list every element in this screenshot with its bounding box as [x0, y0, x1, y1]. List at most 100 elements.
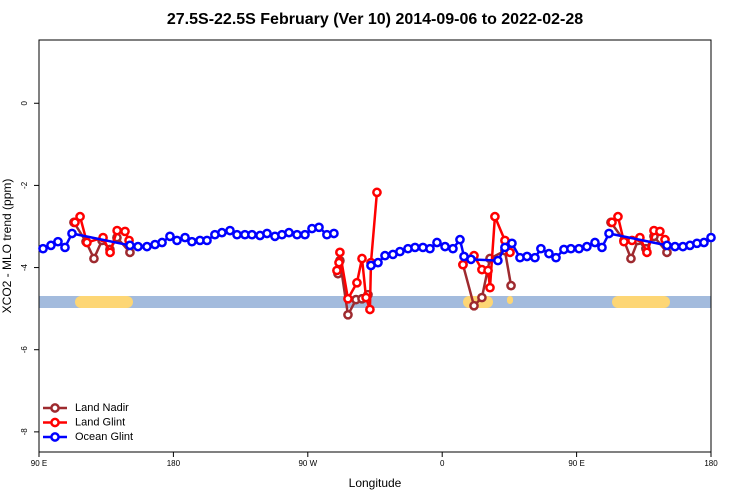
x-tick-label: 90 E: [568, 459, 584, 468]
point: [642, 247, 652, 258]
point: [466, 254, 476, 265]
point: [105, 247, 115, 258]
x-axis-label: Longitude: [349, 476, 402, 490]
point: [75, 211, 85, 222]
land-segment: [612, 296, 670, 308]
point: [432, 237, 442, 248]
point: [477, 292, 487, 303]
point: [361, 292, 371, 303]
legend-marker: [50, 432, 60, 442]
point: [53, 236, 63, 247]
point: [70, 217, 80, 228]
y-tick-label: -4: [20, 263, 29, 271]
land-mask: [39, 296, 711, 308]
point: [469, 300, 479, 311]
point: [536, 243, 546, 254]
point: [82, 237, 92, 248]
point: [607, 217, 617, 228]
legend-label: Land Nadir: [75, 402, 129, 414]
point: [343, 293, 353, 304]
point: [125, 240, 135, 251]
point: [530, 252, 540, 263]
point: [699, 237, 709, 248]
point: [284, 227, 294, 238]
point: [485, 282, 495, 293]
point: [112, 225, 122, 236]
point: [202, 235, 212, 246]
point: [142, 241, 152, 252]
point: [619, 236, 629, 247]
point: [329, 228, 339, 239]
point: [357, 253, 367, 264]
point: [133, 241, 143, 252]
point: [613, 211, 623, 222]
mask-band: [39, 296, 711, 308]
point: [187, 236, 197, 247]
point: [334, 257, 344, 268]
point: [343, 309, 353, 320]
point: [225, 225, 235, 236]
point: [626, 253, 636, 264]
point: [335, 247, 345, 258]
point: [67, 228, 77, 239]
point: [120, 226, 130, 237]
x-tick-label: 90 E: [31, 459, 47, 468]
point: [247, 229, 257, 240]
point: [566, 243, 576, 254]
point: [574, 243, 584, 254]
x-tick-label: 180: [704, 459, 718, 468]
x-tick-label: 180: [167, 459, 181, 468]
point: [440, 241, 450, 252]
point: [506, 280, 516, 291]
y-tick-label: 0: [20, 100, 29, 105]
point: [590, 237, 600, 248]
x-tick-label: 90 W: [298, 459, 317, 468]
point: [655, 226, 665, 237]
point: [292, 229, 302, 240]
point: [425, 243, 435, 254]
point: [662, 240, 672, 251]
point: [89, 253, 99, 264]
series-line: [74, 192, 667, 310]
point: [46, 240, 56, 251]
point: [458, 259, 468, 270]
y-axis-label: XCO2 - MLO trend (ppm): [0, 179, 14, 314]
y-tick-label: -6: [20, 346, 29, 354]
point: [172, 235, 182, 246]
point: [604, 228, 614, 239]
point: [706, 232, 716, 243]
point: [372, 187, 382, 198]
point: [493, 255, 503, 266]
point: [262, 228, 272, 239]
point: [217, 227, 227, 238]
point: [670, 241, 680, 252]
point: [507, 238, 517, 249]
point: [300, 229, 310, 240]
legend-label: Land Glint: [75, 416, 125, 428]
y-tick-label: -8: [20, 428, 29, 436]
land-segment: [507, 296, 513, 304]
point: [551, 252, 561, 263]
point: [448, 243, 458, 254]
legend-label: Ocean Glint: [75, 431, 133, 443]
point: [165, 231, 175, 242]
point: [395, 246, 405, 257]
point: [522, 251, 532, 262]
point: [483, 265, 493, 276]
point: [38, 243, 48, 254]
point: [500, 242, 510, 253]
point: [352, 277, 362, 288]
point: [455, 234, 465, 245]
point: [60, 242, 70, 253]
x-tick-label: 0: [440, 459, 445, 468]
point: [232, 229, 242, 240]
chart-title: 27.5S-22.5S February (Ver 10) 2014-09-06…: [167, 11, 583, 28]
point: [365, 304, 375, 315]
point: [380, 250, 390, 261]
point: [332, 265, 342, 276]
legend-marker: [50, 403, 60, 413]
land-segment: [75, 296, 133, 308]
point: [490, 211, 500, 222]
